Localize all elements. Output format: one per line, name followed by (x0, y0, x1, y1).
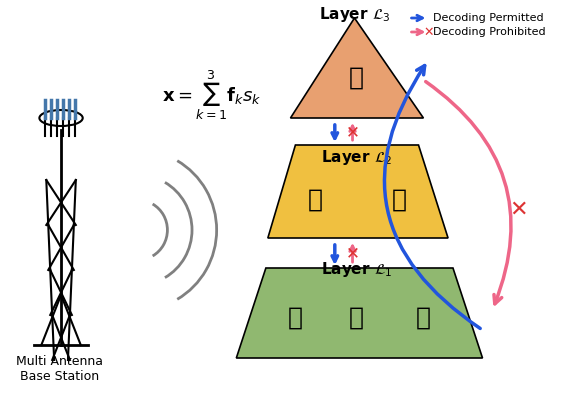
FancyArrowPatch shape (426, 82, 511, 304)
Text: Layer $\mathcal{L}_2$: Layer $\mathcal{L}_2$ (321, 148, 392, 167)
Text: 📱: 📱 (391, 188, 406, 212)
Text: 🖨: 🖨 (349, 306, 364, 330)
Text: Decoding Permitted: Decoding Permitted (433, 13, 544, 23)
Text: Multi Antenna
Base Station: Multi Antenna Base Station (15, 355, 103, 383)
Text: 🖨: 🖨 (416, 306, 431, 330)
Polygon shape (268, 145, 448, 238)
Polygon shape (236, 268, 483, 358)
Text: ✕: ✕ (423, 25, 433, 38)
Text: 🖥: 🖥 (288, 306, 303, 330)
Text: Decoding Prohibited: Decoding Prohibited (433, 27, 546, 37)
Text: ⌚: ⌚ (308, 188, 323, 212)
Text: Layer $\mathcal{L}_1$: Layer $\mathcal{L}_1$ (321, 260, 392, 279)
Text: Layer $\mathcal{L}_3$: Layer $\mathcal{L}_3$ (319, 5, 390, 24)
Text: ✕: ✕ (346, 244, 359, 262)
Ellipse shape (40, 110, 83, 126)
FancyArrowPatch shape (385, 66, 480, 329)
Text: 📱: 📱 (349, 66, 364, 90)
Text: ✕: ✕ (346, 123, 359, 141)
Polygon shape (290, 18, 424, 118)
Text: ✕: ✕ (510, 200, 528, 220)
Text: $\mathbf{x} = \sum_{k=1}^{3} \mathbf{f}_k s_k$: $\mathbf{x} = \sum_{k=1}^{3} \mathbf{f}_… (162, 68, 261, 122)
